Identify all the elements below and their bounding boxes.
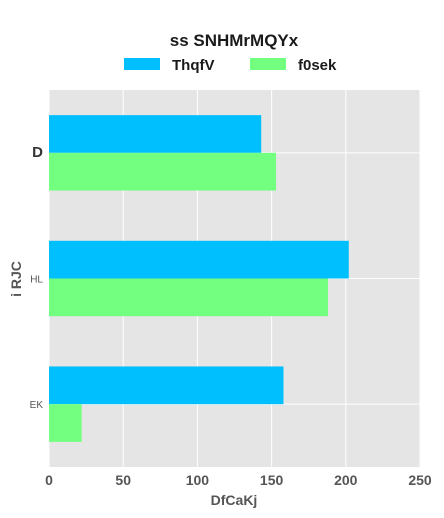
y-tick-label-2: EK <box>30 400 44 411</box>
bar-1-2 <box>49 404 82 442</box>
x-tick-label-3: 150 <box>260 472 284 488</box>
x-tick-label-4: 200 <box>334 472 358 488</box>
legend: ThqfV f0sek <box>124 57 337 74</box>
x-axis-label: DfCaKj <box>211 492 258 508</box>
bar-0-1 <box>49 240 349 279</box>
legend-swatch-0 <box>124 58 160 70</box>
x-tick-label-1: 50 <box>115 472 131 488</box>
legend-label-0: ThqfV <box>172 57 215 74</box>
legend-label-1: f0sek <box>298 57 337 74</box>
bar-1-1 <box>49 278 328 317</box>
x-axis-ticks: 0 50 100 150 200 250 <box>45 472 432 488</box>
y-axis-label: i RJC <box>8 261 24 297</box>
bar-0-0 <box>49 115 262 153</box>
bars <box>49 115 349 442</box>
y-tick-label-0: D <box>32 144 43 161</box>
legend-swatch-1 <box>250 58 286 70</box>
x-tick-label-5: 250 <box>408 472 432 488</box>
y-tick-label-1: HL <box>30 275 43 286</box>
bar-1-0 <box>49 152 277 191</box>
x-tick-label-2: 100 <box>186 472 210 488</box>
chart-title: ss SNHMrMQYx <box>170 31 299 50</box>
x-tick-label-0: 0 <box>45 472 53 488</box>
y-axis-ticks: D HL EK <box>30 144 44 411</box>
bar-0-2 <box>49 366 284 405</box>
